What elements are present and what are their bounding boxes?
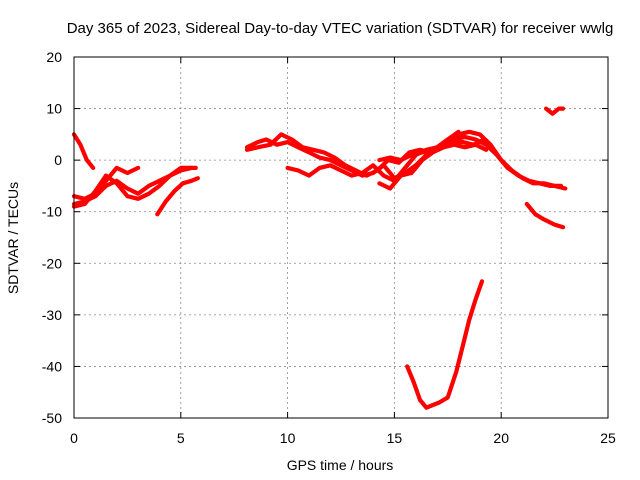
- y-tick-label: -10: [42, 204, 62, 220]
- data-series-group: [71, 106, 568, 410]
- y-tick-label: -30: [42, 307, 62, 323]
- series-line-pass-13: [543, 106, 566, 116]
- series-line-pass-11: [405, 279, 485, 410]
- x-tick-label: 0: [70, 430, 78, 446]
- y-tick-label: -40: [42, 358, 62, 374]
- x-axis-label: GPS time / hours: [287, 457, 394, 473]
- y-tick-label: 20: [46, 49, 62, 65]
- series-line-pass-10: [377, 142, 489, 191]
- x-tick-label: 15: [387, 430, 403, 446]
- x-tick-label: 20: [493, 430, 509, 446]
- axis-ticks: 0 5 10 15 20 25 -50 -40 -30 -20 -10 0 10 20: [42, 49, 616, 446]
- x-tick-label: 5: [177, 430, 185, 446]
- chart-title: Day 365 of 2023, Sidereal Day-to-day VTE…: [67, 20, 614, 37]
- x-tick-label: 10: [280, 430, 296, 446]
- y-axis-label: SDTVAR / TECUs: [5, 182, 21, 294]
- series-line-pass-04: [71, 165, 198, 209]
- plot-frame: [73, 56, 609, 419]
- series-line-pass-02: [71, 165, 141, 201]
- x-tick-label: 25: [600, 430, 616, 446]
- y-tick-label: -20: [42, 255, 62, 271]
- series-line-pass-01: [71, 132, 96, 170]
- series-line-pass-05: [155, 176, 200, 217]
- y-tick-label: -50: [42, 410, 62, 426]
- series-line-pass-09: [377, 134, 564, 188]
- grid: [74, 57, 608, 418]
- series-line-pass-12: [524, 201, 566, 230]
- y-tick-label: 10: [46, 101, 62, 117]
- y-tick-label: 0: [54, 152, 62, 168]
